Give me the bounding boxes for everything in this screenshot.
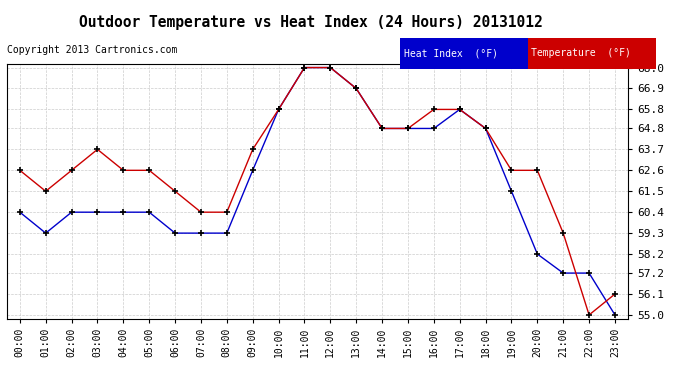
Text: Outdoor Temperature vs Heat Index (24 Hours) 20131012: Outdoor Temperature vs Heat Index (24 Ho… [79, 15, 542, 30]
Text: Temperature  (°F): Temperature (°F) [531, 48, 631, 58]
Text: Heat Index  (°F): Heat Index (°F) [404, 48, 497, 58]
Text: Copyright 2013 Cartronics.com: Copyright 2013 Cartronics.com [7, 45, 177, 55]
